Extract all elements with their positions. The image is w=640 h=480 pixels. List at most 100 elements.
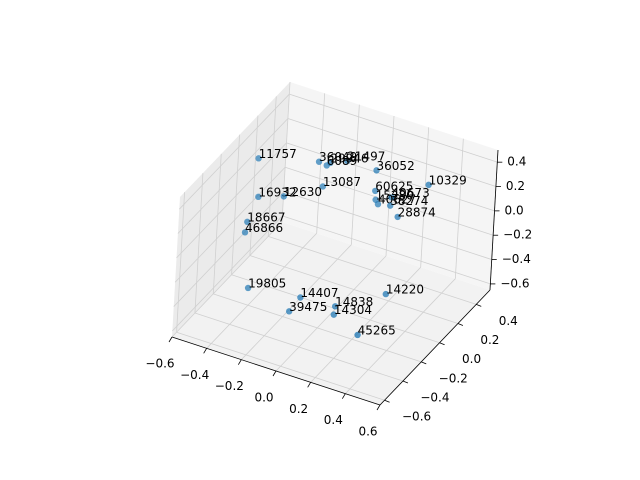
- point: [323, 162, 330, 169]
- grid-line: [194, 312, 404, 382]
- point: [285, 308, 293, 315]
- point-label: 14838: [335, 295, 373, 309]
- y-tick-label: −0.4: [420, 391, 449, 405]
- grid-line: [231, 134, 240, 275]
- z-tick-label: −0.6: [500, 276, 529, 290]
- point-label: 45265: [358, 323, 396, 337]
- grid-line: [420, 127, 430, 268]
- point-label: 14220: [386, 283, 424, 297]
- grid-line: [176, 192, 185, 333]
- point: [388, 194, 395, 201]
- y-tick: [421, 361, 427, 365]
- point-label: 14304: [334, 303, 372, 317]
- x-tick: [376, 404, 381, 411]
- z-tick-label: 0.4: [507, 155, 526, 169]
- grid-line: [249, 115, 259, 256]
- pane-left: [172, 82, 290, 337]
- x-tick-label: 0.0: [254, 391, 273, 405]
- point: [330, 311, 338, 318]
- x-tick-label: 0.6: [358, 425, 377, 439]
- x-tick: [272, 370, 277, 377]
- y-tick-label: −0.2: [439, 371, 468, 385]
- point: [373, 167, 380, 174]
- point: [372, 187, 379, 195]
- grid-line: [213, 293, 422, 363]
- point-label: 28874: [398, 205, 436, 219]
- grid-line: [454, 138, 464, 279]
- y-tick-label: 0.4: [499, 314, 518, 328]
- grid-line: [268, 235, 477, 305]
- point: [343, 157, 351, 165]
- point: [374, 200, 382, 208]
- point: [280, 193, 288, 200]
- x-tick-label: −0.6: [145, 357, 174, 371]
- grid-line: [286, 142, 495, 212]
- z-tick-label: −0.2: [503, 228, 532, 242]
- point: [319, 183, 327, 190]
- y-tick: [476, 304, 482, 307]
- x-tick: [168, 336, 173, 343]
- point: [244, 284, 252, 292]
- grid-line: [177, 118, 289, 234]
- grid-line: [176, 142, 287, 259]
- grid-line: [171, 221, 283, 338]
- y-tick: [402, 380, 409, 384]
- x-tick-label: 0.4: [324, 413, 343, 427]
- y-tick: [457, 323, 464, 326]
- grid-line: [179, 93, 290, 210]
- point: [244, 218, 251, 226]
- point-label: 6089: [327, 154, 358, 168]
- point-label: 16932: [258, 185, 296, 199]
- y-tick-label: 0.0: [462, 352, 481, 366]
- point-label: 39475: [289, 300, 327, 314]
- y-tick-label: −0.6: [402, 410, 431, 424]
- grid-line: [206, 233, 317, 349]
- axis-line: [489, 149, 499, 291]
- y-tick: [439, 342, 445, 346]
- grid-line: [289, 93, 498, 163]
- grid-line: [285, 166, 494, 236]
- point-label: 10329: [429, 173, 467, 187]
- grid-line: [345, 278, 456, 394]
- x-tick-label: −0.2: [215, 379, 244, 393]
- grid-line: [194, 173, 204, 314]
- z-tick-label: −0.4: [502, 252, 531, 266]
- axis-line: [379, 289, 491, 406]
- point-label: 15280: [376, 188, 414, 202]
- point-label: 13087: [323, 175, 361, 189]
- grid-line: [350, 104, 360, 245]
- point-label: 14407: [300, 286, 338, 300]
- point-label: 11757: [259, 147, 297, 161]
- grid-line: [310, 267, 421, 383]
- point-label: 21497: [347, 149, 385, 163]
- grid-line: [174, 166, 286, 283]
- z-tick-label: 0.2: [506, 179, 525, 193]
- point: [241, 229, 249, 236]
- grid-line: [172, 215, 283, 332]
- point-label: 19805: [248, 276, 286, 290]
- point: [382, 290, 390, 298]
- point: [331, 303, 339, 310]
- point-label: 40627: [378, 193, 416, 207]
- x-tick: [341, 393, 346, 399]
- point: [297, 294, 304, 301]
- point-label: 60625: [375, 179, 413, 193]
- point-label: 36052: [377, 159, 415, 173]
- y-tick: [384, 399, 390, 403]
- z-tick-label: 0.0: [505, 203, 524, 217]
- point-label: 46866: [245, 221, 283, 235]
- x-tick-label: 0.2: [289, 402, 308, 416]
- x-tick: [203, 348, 208, 354]
- point-label: 38274: [390, 194, 428, 208]
- x-tick-label: −0.4: [180, 368, 209, 382]
- axis-line: [171, 336, 381, 406]
- point: [394, 213, 401, 221]
- grid-line: [283, 191, 492, 260]
- x-tick: [237, 359, 242, 365]
- grid-line: [385, 115, 395, 257]
- grid-line: [287, 118, 497, 187]
- point: [255, 155, 262, 162]
- point-label: 18667: [247, 210, 285, 224]
- point: [425, 181, 432, 189]
